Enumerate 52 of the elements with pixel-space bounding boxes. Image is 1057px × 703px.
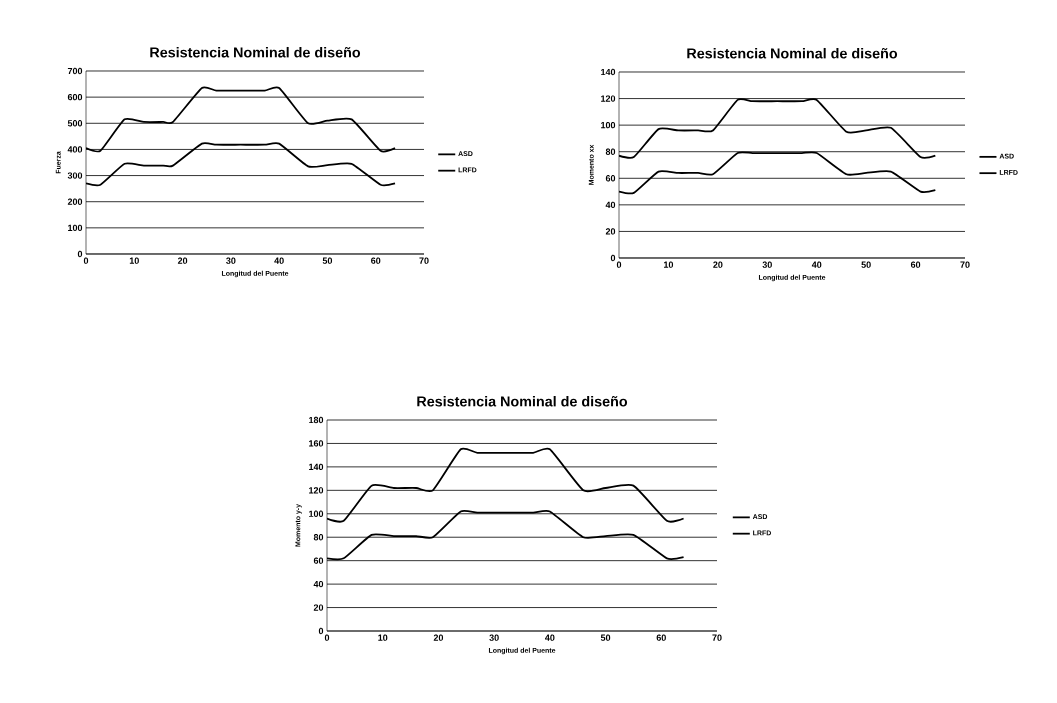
- y-tick-label: 200: [67, 198, 83, 205]
- y-tick-label: 80: [605, 148, 616, 155]
- y-tick-label: 180: [309, 416, 324, 424]
- y-tick-label: 500: [67, 120, 83, 127]
- x-tick-label: 30: [762, 261, 772, 268]
- x-tick-label: 20: [433, 634, 444, 641]
- x-tick-label: 10: [378, 634, 388, 641]
- y-tick-label: 100: [601, 121, 616, 129]
- x-tick-label: 20: [713, 261, 723, 268]
- x-tick-label: 70: [712, 634, 722, 641]
- y-tick-label: 0: [318, 627, 324, 635]
- x-tick-label: 40: [274, 257, 284, 264]
- chart-title: Resistencia Nominal de diseño: [417, 395, 628, 407]
- y-tick-label: 60: [605, 175, 616, 182]
- y-tick-label: 20: [605, 228, 616, 235]
- y-tick-label: 400: [67, 146, 83, 153]
- y-tick-label: 300: [67, 172, 83, 179]
- x-tick-label: 0: [616, 261, 622, 268]
- x-tick-label: 50: [861, 261, 871, 268]
- y-tick-label: 600: [67, 93, 83, 101]
- x-tick-label: 70: [419, 257, 429, 264]
- x-tick-label: 0: [83, 257, 89, 264]
- x-tick-label: 50: [600, 634, 611, 641]
- y-tick-label: 140: [309, 463, 324, 471]
- x-tick-label: 60: [371, 257, 381, 264]
- chart-title: Resistencia Nominal de diseño: [150, 46, 361, 58]
- y-tick-label: 20: [313, 604, 324, 611]
- x-tick-label: 60: [656, 634, 666, 641]
- x-tick-label: 10: [129, 257, 139, 264]
- x-tick-label: 10: [664, 261, 674, 268]
- y-tick-label: 100: [309, 510, 324, 517]
- x-tick-label: 30: [226, 257, 236, 264]
- x-tick-label: 30: [489, 634, 499, 641]
- y-tick-label: 80: [313, 534, 324, 541]
- y-tick-label: 100: [68, 224, 83, 232]
- x-tick-label: 70: [960, 261, 970, 268]
- x-tick-label: 0: [324, 634, 330, 641]
- x-tick-label: 50: [322, 257, 333, 264]
- y-tick-label: 160: [309, 440, 324, 447]
- y-tick-label: 0: [77, 250, 83, 258]
- y-tick-label: 40: [313, 580, 324, 588]
- chart-title: Resistencia Nominal de diseño: [687, 47, 898, 59]
- x-tick-label: 60: [910, 261, 921, 268]
- y-tick-label: 60: [313, 557, 324, 564]
- y-tick-label: 40: [605, 201, 616, 209]
- x-tick-label: 40: [811, 261, 822, 268]
- y-tick-label: 120: [601, 95, 616, 102]
- y-tick-label: 120: [309, 487, 324, 494]
- x-tick-label: 40: [545, 634, 555, 641]
- y-tick-label: 700: [67, 67, 83, 75]
- y-tick-label: 140: [601, 68, 616, 76]
- x-tick-label: 20: [177, 257, 188, 264]
